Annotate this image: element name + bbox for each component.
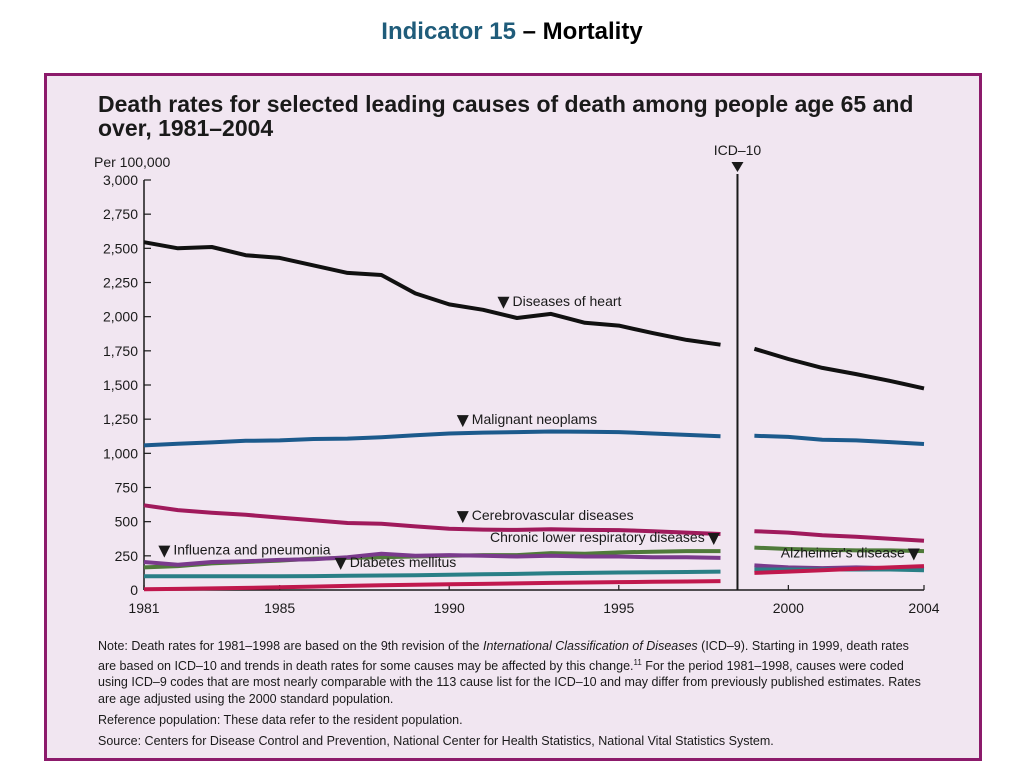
- series-line: [143, 503, 721, 536]
- note-footnote-ref: 11: [633, 657, 642, 667]
- y-tick-label: 500: [115, 514, 139, 530]
- series-line: [143, 240, 721, 347]
- series-line: [144, 569, 721, 579]
- x-tick-label: 1981: [128, 600, 159, 616]
- source-text: Source: Centers for Disease Control and …: [98, 734, 774, 748]
- x-tick-label: 2000: [773, 600, 804, 616]
- annotation-label: Chronic lower respiratory diseases: [490, 529, 705, 545]
- slide-title-topic: – Mortality: [516, 18, 643, 45]
- chart-title: Death rates for selected leading causes …: [98, 91, 914, 141]
- icd10-label: ICD–10: [714, 142, 762, 158]
- x-tick-label: 2004: [908, 600, 939, 616]
- slide-title: Indicator 15 – Mortality: [0, 18, 1024, 46]
- y-tick-label: 2,250: [103, 275, 138, 291]
- annotation-label: Influenza and pneumonia: [173, 542, 330, 558]
- series-line: [143, 551, 721, 567]
- annotation-pointer-icon: [907, 548, 920, 561]
- note-part: (ICD–9). Starting in 1999, death rates a…: [98, 639, 909, 673]
- note-part: For the period 1981–1998, causes were co…: [98, 658, 921, 706]
- x-tick-label: 1990: [434, 600, 465, 616]
- chart-panel: Death rates for selected leading causes …: [44, 73, 982, 761]
- note-part: Note: Death rates for 1981–1998 are base…: [98, 639, 483, 653]
- series-line: [754, 433, 925, 446]
- icd10-marker-icon: [731, 162, 744, 172]
- x-tick-label: 1995: [603, 600, 634, 616]
- series-line: [143, 429, 721, 448]
- y-axis-label: Per 100,000: [94, 154, 170, 170]
- annotation-pointer-icon: [158, 545, 171, 558]
- series-line: [754, 545, 925, 554]
- y-tick-label: 1,250: [103, 411, 138, 427]
- annotation-label: Malignant neoplams: [472, 411, 597, 427]
- note-italic: International Classification of Diseases: [482, 639, 698, 653]
- series-line: [754, 529, 925, 543]
- y-tick-label: 1,750: [103, 343, 138, 359]
- annotation-pointer-icon: [456, 511, 469, 524]
- annotation-label: Diseases of heart: [512, 293, 621, 309]
- y-tick-label: 2,750: [103, 206, 138, 222]
- note-text: Note: Death rates for 1981–1998 are base…: [98, 638, 928, 707]
- line-chart: Per 100,000 0 250 500 750 1,000 1,250 1,500 1,75…: [94, 142, 940, 616]
- slide-title-indicator: Indicator 15: [381, 18, 516, 45]
- y-tick-label: 3,000: [103, 172, 138, 188]
- x-tick-label: 1985: [264, 600, 295, 616]
- y-tick-label: 750: [115, 480, 139, 496]
- y-tick-label: 2,000: [103, 309, 138, 325]
- annotation-pointer-icon: [456, 415, 469, 428]
- annotation-pointer-icon: [334, 557, 347, 570]
- y-tick-label: 1,500: [103, 377, 138, 393]
- annotation-label: Cerebrovascular diseases: [472, 507, 634, 523]
- annotation-label: Alzheimer's disease: [781, 544, 905, 560]
- series-line: [143, 579, 721, 592]
- y-tick-label: 250: [115, 548, 139, 564]
- y-tick-label: 0: [130, 582, 138, 598]
- annotation-pointer-icon: [497, 296, 510, 309]
- reference-text: Reference population: These data refer t…: [98, 713, 463, 727]
- series-line: [754, 564, 925, 575]
- annotation-label: Diabetes mellitus: [350, 554, 457, 570]
- series-line: [753, 346, 925, 391]
- y-tick-label: 2,500: [103, 240, 138, 256]
- y-tick-label: 1,000: [103, 445, 138, 461]
- annotation-pointer-icon: [707, 533, 720, 546]
